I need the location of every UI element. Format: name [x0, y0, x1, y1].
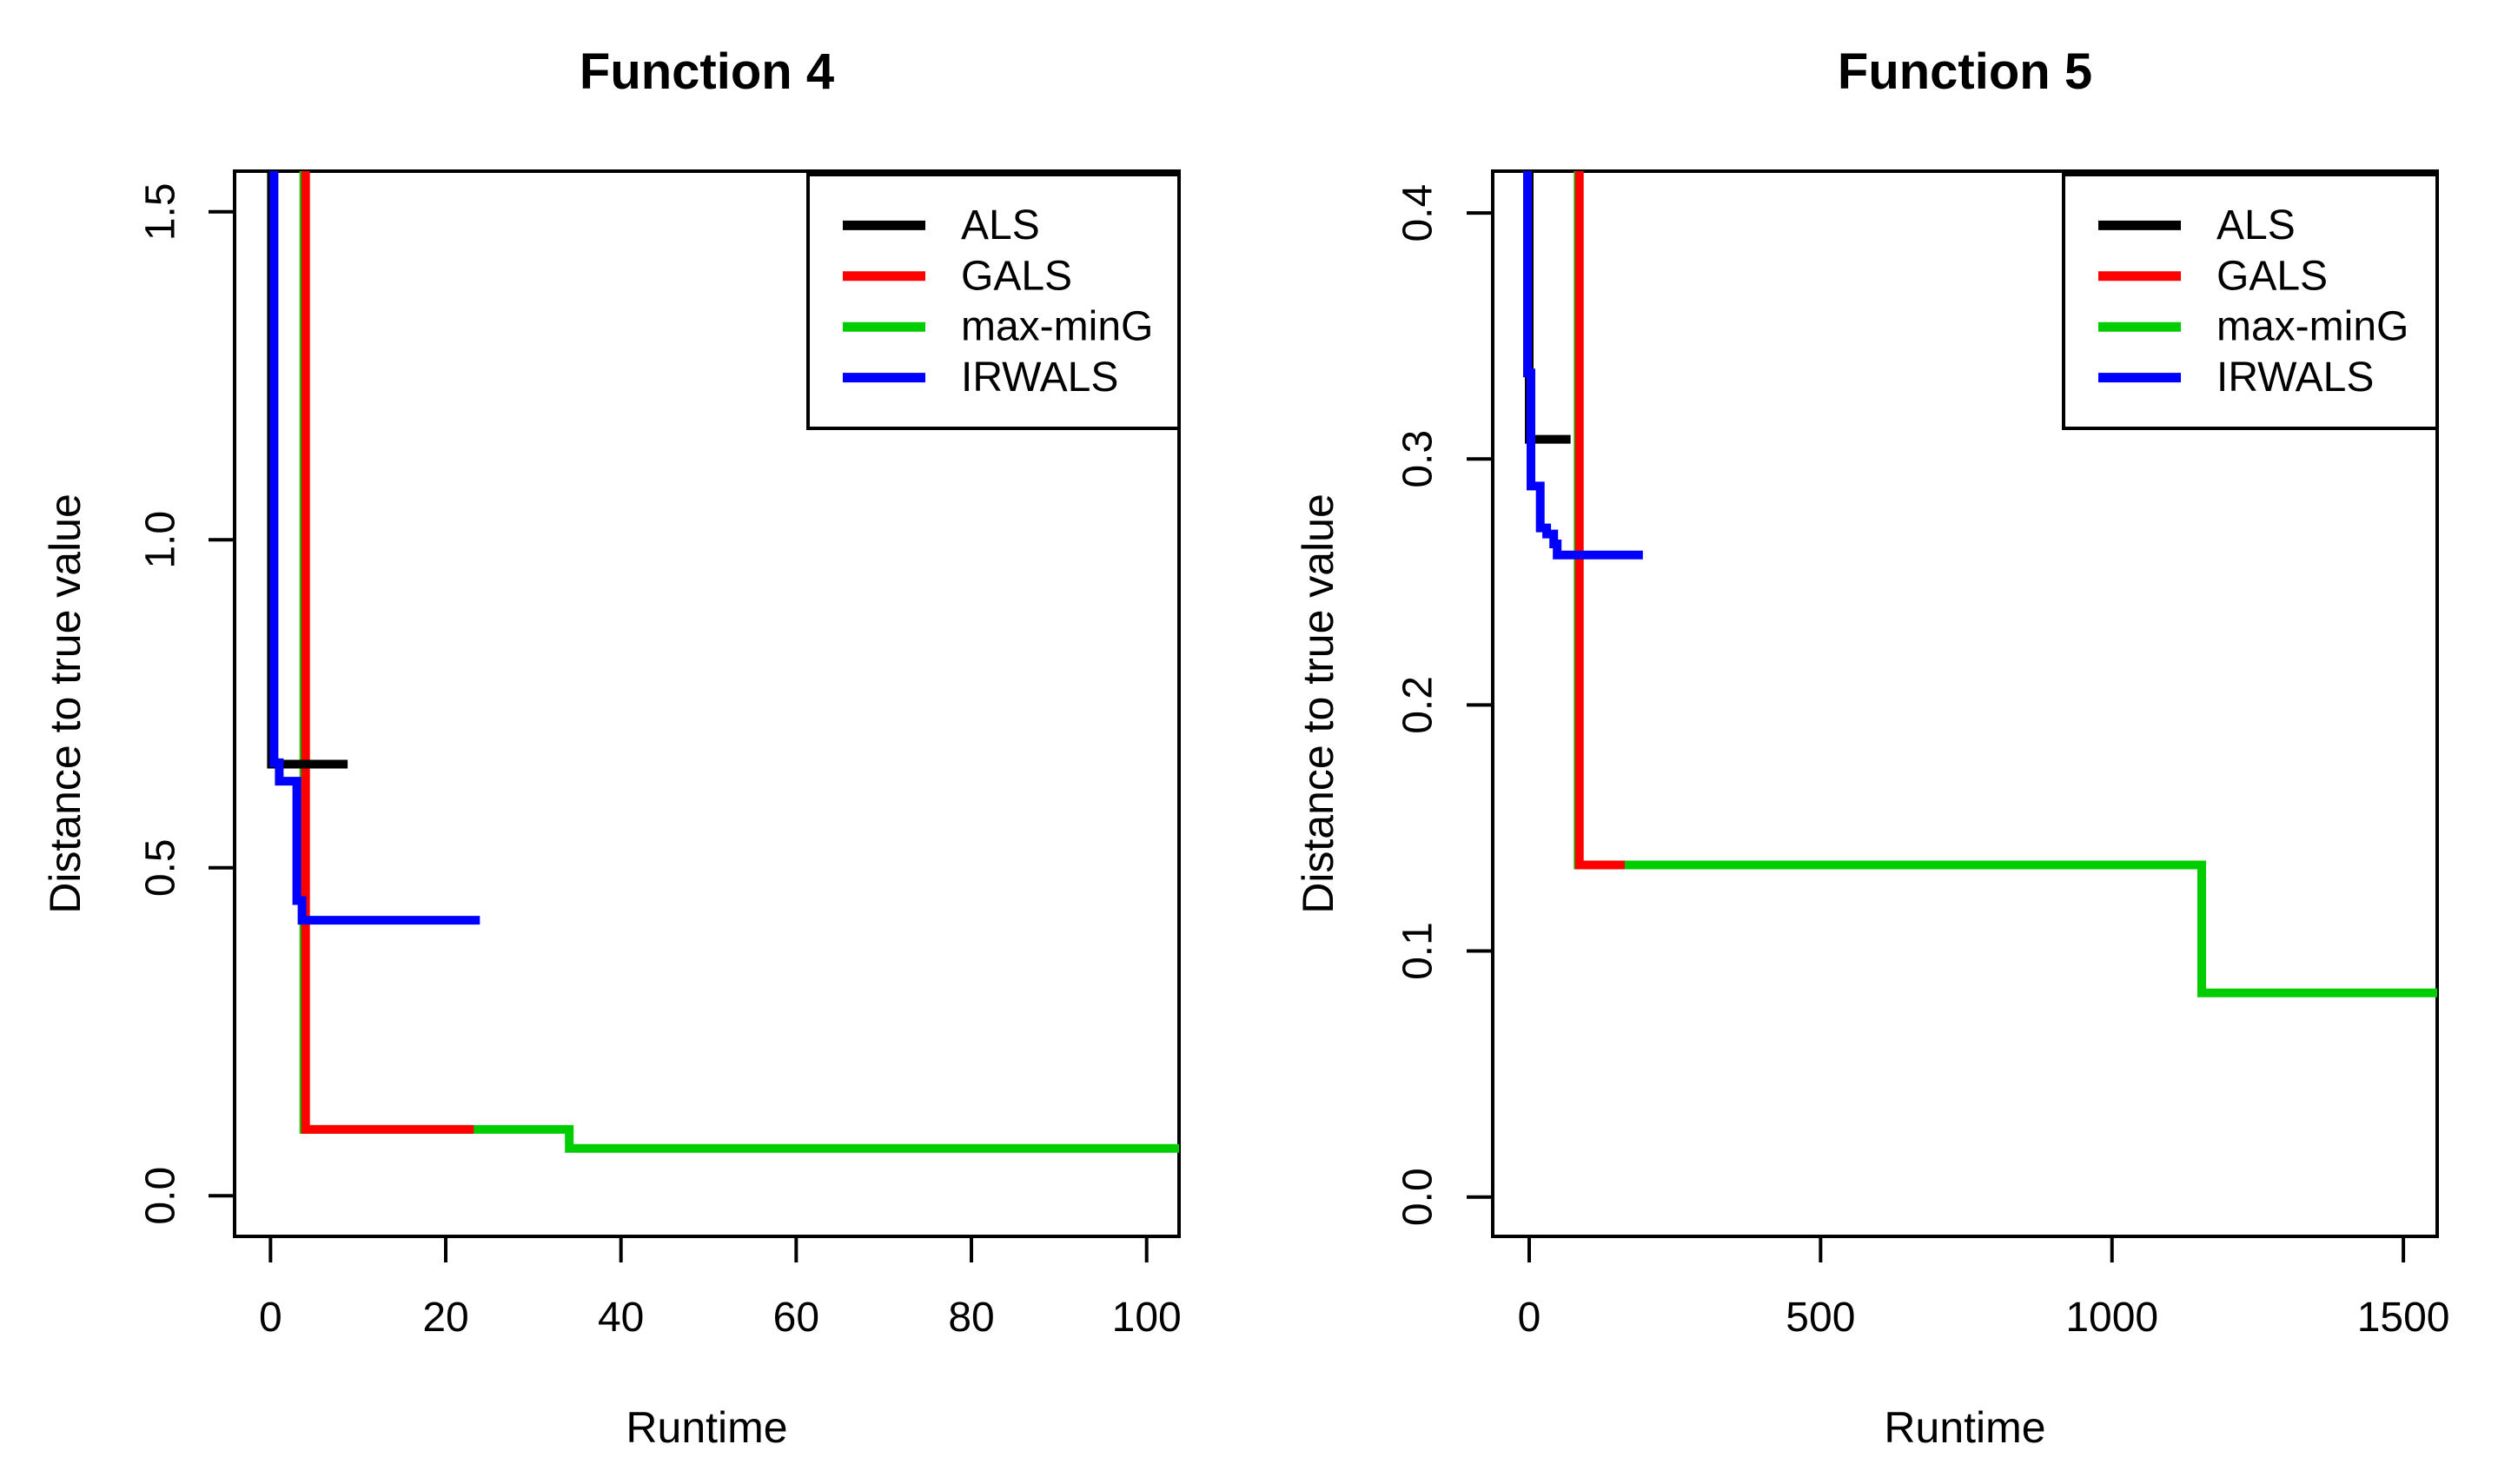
x-tick-label: 0 [1518, 1295, 1541, 1341]
y-tick-label: 0.4 [1395, 184, 1441, 242]
series-group [267, 171, 1179, 1153]
y-tick-label: 0.2 [1395, 676, 1441, 734]
y-tick-label: 0.0 [138, 1167, 184, 1225]
series-line-irwals [269, 171, 480, 925]
legend-label: ALS [2216, 202, 2296, 248]
x-tick-label: 40 [598, 1295, 644, 1341]
legend-box [806, 173, 1181, 430]
y-tick-label: 0.3 [1395, 430, 1441, 488]
panel-title: Function 5 [1838, 43, 2092, 100]
x-tick-label: 1000 [2065, 1295, 2158, 1341]
legend-label: GALS [2216, 253, 2328, 299]
y-tick-label: 1.5 [138, 182, 184, 241]
y-tick-label: 1.0 [138, 511, 184, 569]
y-axis-label: Distance to true value [1294, 494, 1342, 914]
x-tick-label: 0 [259, 1295, 282, 1341]
series-line-gals [1574, 171, 1625, 870]
legend-box [2062, 173, 2439, 430]
legend-label: GALS [961, 253, 1072, 299]
series-line-irwals [1523, 171, 1643, 560]
x-tick-label: 60 [773, 1295, 819, 1341]
panel-right: 0 500 1000 1500 0.0 0.1 0.2 0.3 0.4 Function 5 Run… [1294, 43, 2449, 1452]
x-tick-label: 500 [1786, 1295, 1855, 1341]
y-axis-label: Distance to true value [41, 494, 89, 914]
panel-title: Function 4 [580, 43, 834, 100]
x-tick-label: 20 [422, 1295, 468, 1341]
legend-label: ALS [961, 202, 1040, 248]
legend-label: IRWALS [2216, 354, 2374, 401]
x-tick-label: 80 [948, 1295, 994, 1341]
plot-box [233, 169, 1181, 1238]
x-axis-label: Runtime [1884, 1403, 2045, 1452]
series-line-gals [301, 171, 474, 1134]
y-tick-label: 0.1 [1395, 922, 1441, 980]
legend-label: IRWALS [961, 354, 1118, 401]
x-tick-label: 1500 [2357, 1295, 2450, 1341]
panel-left: 0 20 40 60 80 100 0.0 0.5 1.0 1.5 Function 4 Runtim… [41, 43, 1182, 1452]
legend-label: max-minG [2216, 304, 2409, 350]
y-tick-label: 0.5 [138, 838, 184, 897]
series-line-als [1525, 171, 1571, 444]
legend-label: max-minG [961, 304, 1153, 350]
x-tick-label: 100 [1112, 1295, 1182, 1341]
x-axis-label: Runtime [626, 1403, 787, 1452]
y-tick-label: 0.0 [1395, 1168, 1441, 1226]
series-group [1523, 171, 2437, 997]
